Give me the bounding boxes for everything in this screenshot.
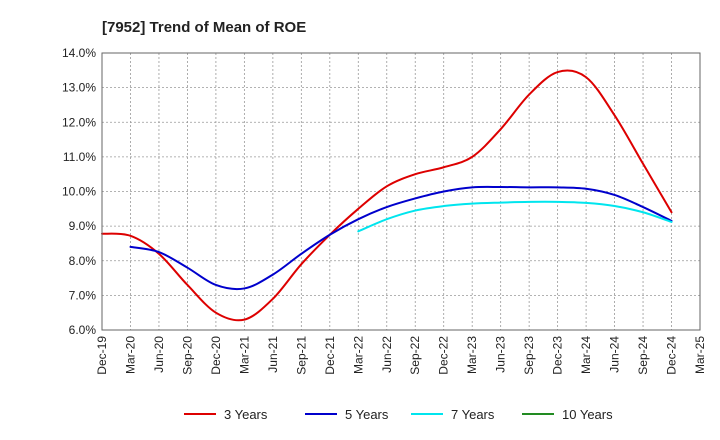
chart-title: [7952] Trend of Mean of ROE (102, 19, 306, 36)
x-axis-ticks: Dec-19 Mar-20 Jun-20 Sep-20 Dec-20 Mar-21 Jun-… (95, 336, 707, 375)
y-tick-label: 14.0% (62, 46, 96, 60)
x-tick-label: Sep-21 (294, 336, 308, 375)
y-tick-label: 13.0% (62, 81, 96, 95)
y-tick-label: 12.0% (62, 115, 96, 129)
y-tick-label: 8.0% (69, 254, 97, 268)
x-tick-label: Jun-22 (380, 336, 394, 373)
x-tick-label: Jun-24 (608, 336, 622, 373)
y-tick-label: 6.0% (69, 323, 97, 337)
x-tick-label: Sep-20 (180, 336, 194, 375)
y-tick-label: 11.0% (63, 150, 96, 164)
x-tick-label: Sep-23 (522, 336, 536, 375)
x-tick-label: Dec-24 (665, 336, 679, 375)
series-line-3-years (101, 69, 673, 322)
x-tick-label: Sep-22 (408, 336, 422, 375)
x-tick-label: Dec-23 (551, 336, 565, 375)
y-tick-label: 7.0% (69, 288, 97, 302)
x-tick-label: Dec-20 (209, 336, 223, 375)
x-tick-label: Dec-19 (95, 336, 109, 375)
x-tick-label: Mar-25 (693, 336, 707, 374)
legend-label-3-years: 3 Years (224, 407, 268, 422)
x-tick-label: Jun-20 (152, 336, 166, 373)
legend-label-7-years: 7 Years (451, 407, 495, 422)
legend: 3 Years 5 Years 7 Years 10 Years (184, 407, 613, 422)
x-tick-label: Mar-24 (579, 336, 593, 374)
series-line-7-years (357, 200, 673, 233)
x-tick-label: Sep-24 (636, 336, 650, 375)
legend-label-5-years: 5 Years (345, 407, 389, 422)
y-axis-ticks: 6.0% 7.0% 8.0% 9.0% 10.0% 11.0% 12.0% 13.0% 14.0… (62, 46, 96, 337)
y-tick-label: 10.0% (62, 185, 96, 199)
y-tick-label: 9.0% (69, 219, 97, 233)
x-tick-label: Mar-22 (351, 336, 365, 374)
x-tick-label: Jun-23 (494, 336, 508, 373)
x-tick-label: Mar-23 (465, 336, 479, 374)
x-tick-label: Mar-21 (237, 336, 251, 374)
series-line-5-years (129, 185, 673, 291)
plot-area-border (101, 52, 701, 331)
x-tick-label: Dec-22 (437, 336, 451, 375)
x-tick-label: Mar-20 (123, 336, 137, 374)
legend-label-10-years: 10 Years (562, 407, 613, 422)
x-tick-label: Dec-21 (323, 336, 337, 375)
x-tick-label: Jun-21 (266, 336, 280, 373)
series-lines (101, 69, 673, 322)
